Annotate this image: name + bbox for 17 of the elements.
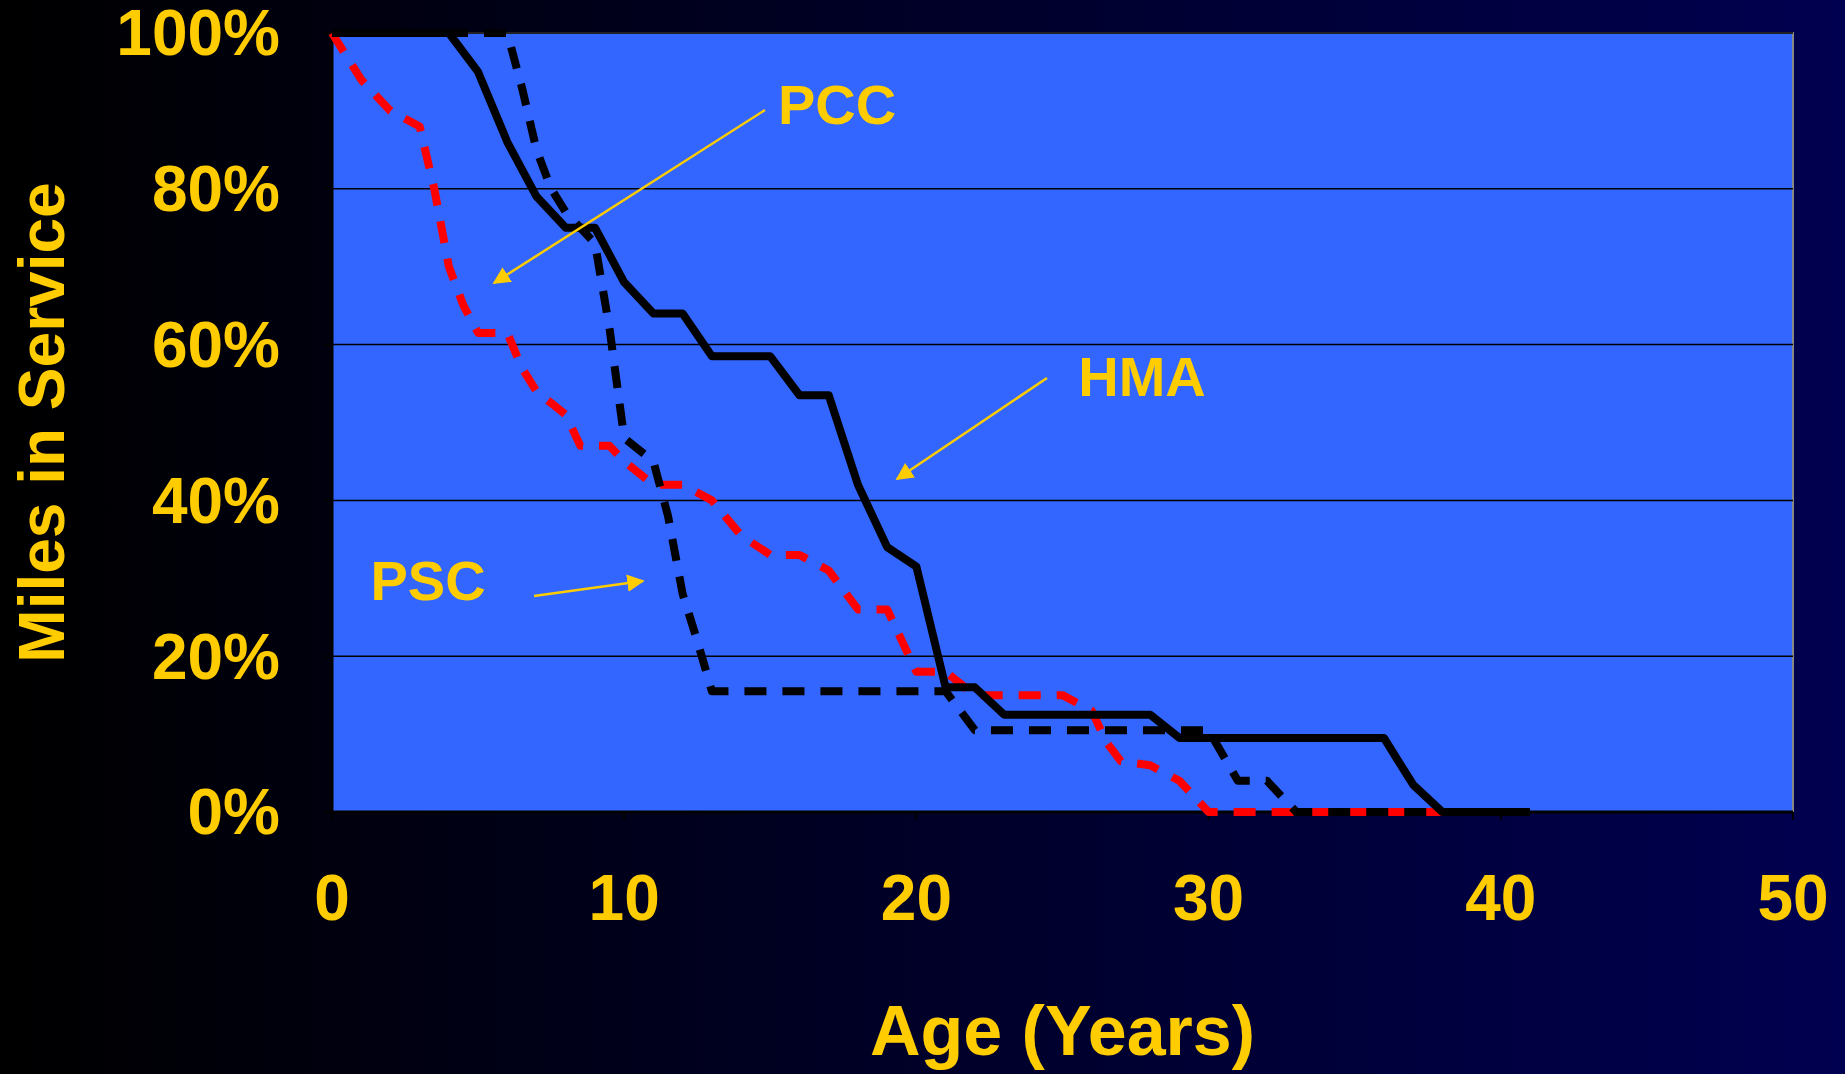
annotation: HMA (1078, 344, 1206, 408)
y-tick-label: 20% (151, 620, 280, 693)
y-axis-title: Miles in Service (6, 182, 78, 663)
y-tick-label: 100% (116, 0, 280, 70)
x-axis-title: Age (Years) (869, 992, 1256, 1070)
y-tick-label: 80% (151, 153, 280, 226)
annotation: PSC (370, 548, 486, 612)
x-tick-label: 0 (314, 862, 350, 934)
x-tick-label: 20 (880, 862, 952, 934)
x-tick-label: 30 (1173, 862, 1245, 934)
annotation: PCC (777, 72, 897, 136)
y-tick-label: 40% (151, 464, 280, 537)
x-tick-label: 50 (1757, 862, 1829, 934)
x-tick-label: 40 (1465, 862, 1537, 934)
y-tick-label: 0% (187, 776, 280, 849)
y-tick-label: 60% (151, 309, 280, 381)
x-tick-label: 10 (588, 862, 660, 934)
